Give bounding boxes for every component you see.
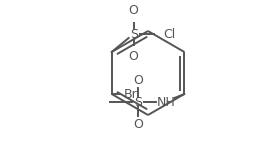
Text: S: S xyxy=(134,96,142,108)
Text: O: O xyxy=(129,4,138,18)
Text: O: O xyxy=(133,117,143,130)
Text: Br: Br xyxy=(124,87,137,100)
Text: O: O xyxy=(133,74,143,87)
Text: O: O xyxy=(129,50,138,64)
Text: Cl: Cl xyxy=(164,28,176,40)
Text: S: S xyxy=(130,28,138,40)
Text: NH: NH xyxy=(157,96,176,108)
